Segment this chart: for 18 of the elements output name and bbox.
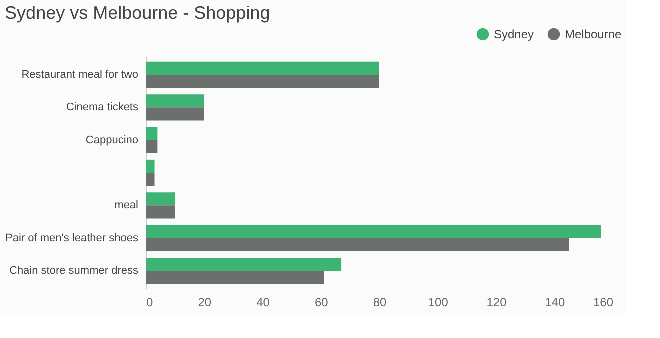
- y-tick-label: Cappucino: [86, 134, 138, 146]
- y-tick-label: Chain store summer dress: [10, 265, 139, 278]
- x-tick-label: 120: [486, 296, 508, 310]
- x-tick-label: 60: [314, 296, 329, 310]
- chart-title: Sydney vs Melbourne - Shopping: [5, 3, 270, 23]
- y-tick-label: meal: [114, 200, 138, 212]
- legend-label: Sydney: [494, 27, 534, 42]
- x-tick-label: 140: [545, 296, 566, 310]
- y-tick-label: Pair of men's leather shoes: [6, 232, 139, 244]
- x-tick-label: 0: [146, 296, 154, 310]
- y-tick-label: Restaurant meal for two: [22, 68, 138, 81]
- x-tick-label: 160: [593, 296, 614, 310]
- x-tick-label: 20: [198, 296, 212, 310]
- y-tick-label: Cinema tickets: [66, 102, 139, 114]
- x-tick-label: 80: [373, 296, 387, 310]
- x-tick-label: 100: [428, 296, 449, 310]
- legend-label: Melbourne: [565, 27, 622, 42]
- x-tick-label: 40: [256, 296, 270, 310]
